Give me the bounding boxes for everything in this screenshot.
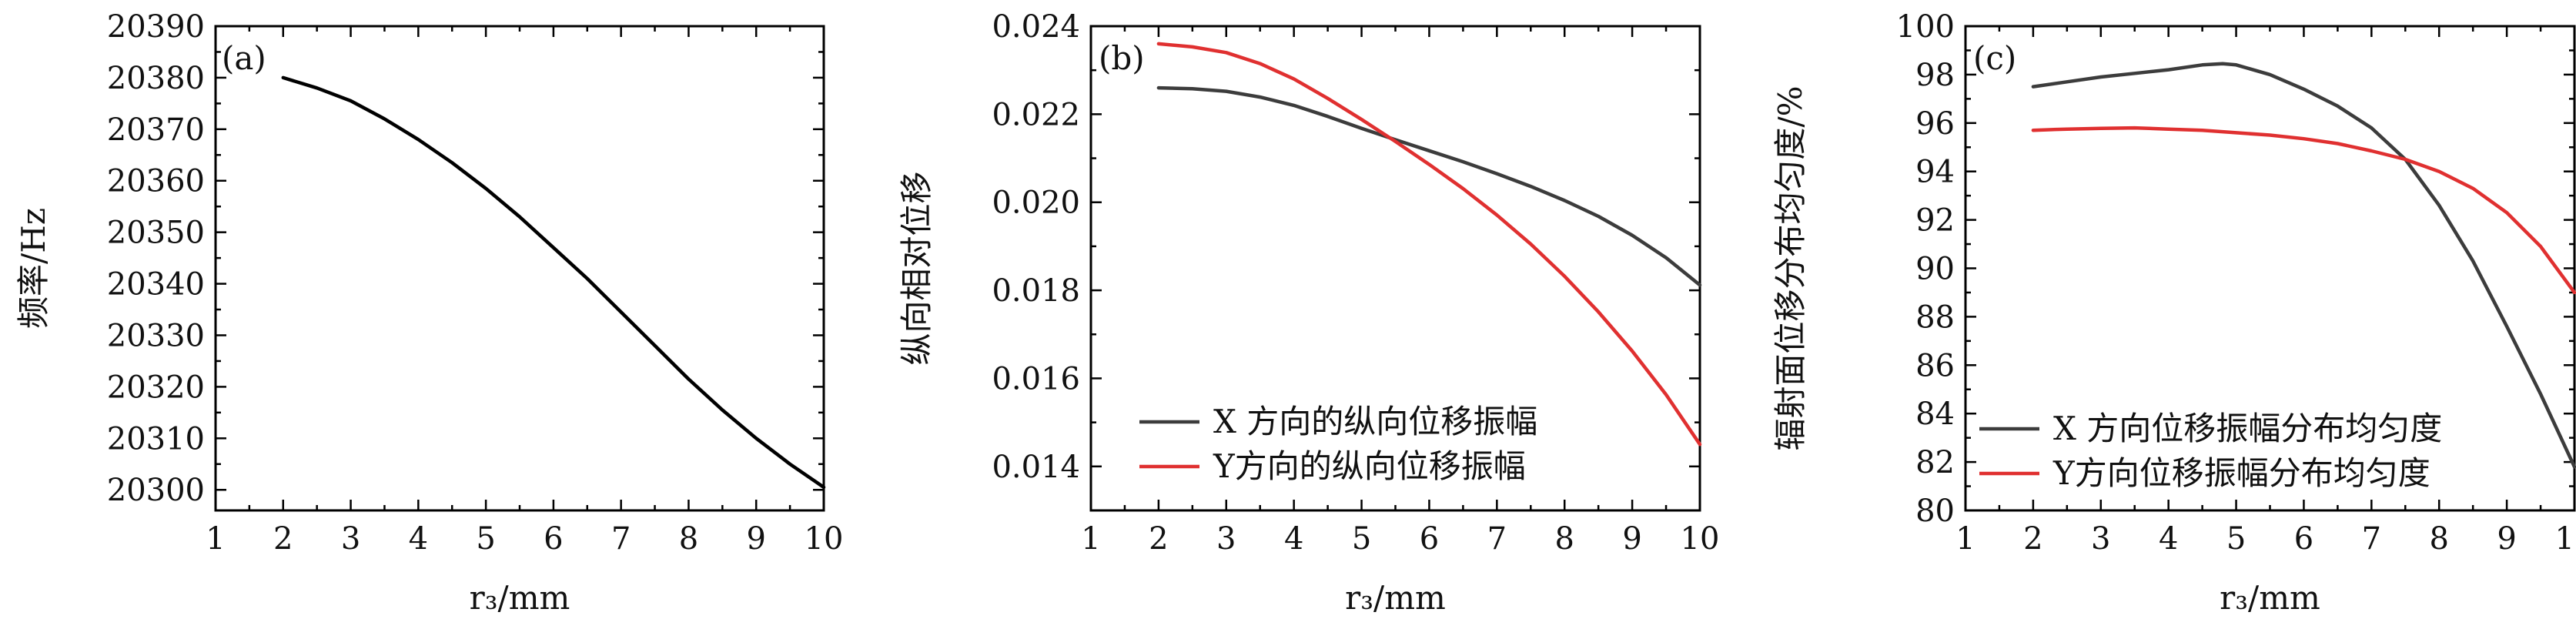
y-tick-label: 0.018 xyxy=(992,273,1080,309)
x-tick-label: 2 xyxy=(273,521,293,557)
y-tick-label: 20320 xyxy=(107,370,205,405)
x-tick-label: 8 xyxy=(1554,521,1574,557)
y-tick-label: 20340 xyxy=(107,267,205,303)
x-tick-label: 10 xyxy=(1681,521,1720,557)
x-tick-label: 8 xyxy=(2429,521,2448,557)
x-tick-label: 6 xyxy=(1420,521,1439,557)
x-tick-label: 1 xyxy=(206,521,225,557)
panel-label: (a) xyxy=(222,39,266,77)
x-tick-label: 2 xyxy=(1149,521,1168,557)
chart-panel-0: 1 2 3 4 5 6 7 8 9 10 20300 20310 20320 20330 20340 2035… xyxy=(15,9,843,617)
y-tick-label: 94 xyxy=(1915,155,1955,190)
x-tick-label: 3 xyxy=(1216,521,1236,557)
y-tick-label: 0.020 xyxy=(992,186,1080,221)
x-tick-label: 1 xyxy=(1955,521,1975,557)
y-axis-title: 纵向相对位移 xyxy=(898,171,935,365)
y-tick-label: 20390 xyxy=(107,9,205,45)
x-tick-label: 8 xyxy=(679,521,698,557)
chart-panel-1: 1 2 3 4 5 6 7 8 9 10 0.014 0.016 0.018 0.020 0.022 0.02… xyxy=(898,9,1719,617)
legend-label-1: Y方向位移振幅分布均匀度 xyxy=(2052,454,2430,492)
legend-label-1: Y方向的纵向位移振幅 xyxy=(1213,447,1526,485)
y-tick-label: 84 xyxy=(1915,396,1955,432)
x-tick-label: 5 xyxy=(476,521,495,557)
y-tick-label: 98 xyxy=(1915,58,1955,93)
x-tick-label: 2 xyxy=(2023,521,2042,557)
y-tick-label: 90 xyxy=(1915,252,1955,287)
legend: X 方向的纵向位移振幅 Y方向的纵向位移振幅 xyxy=(1139,403,1537,485)
y-tick-label: 86 xyxy=(1915,348,1955,383)
x-tick-label: 9 xyxy=(746,521,765,557)
x-tick-label: 3 xyxy=(341,521,360,557)
y-tick-label: 20300 xyxy=(107,473,205,508)
x-tick-label: 3 xyxy=(2091,521,2110,557)
x-tick-label: 4 xyxy=(409,521,428,557)
series-line-1 xyxy=(1156,42,1702,447)
y-tick-label: 100 xyxy=(1896,9,1955,45)
x-tick-label: 9 xyxy=(1622,521,1641,557)
y-tick-label: 0.016 xyxy=(992,361,1080,396)
y-tick-label: 20360 xyxy=(107,164,205,199)
series-line-0 xyxy=(281,75,826,490)
x-tick-label: 6 xyxy=(544,521,563,557)
legend-label-0: X 方向位移振幅分布均匀度 xyxy=(2053,410,2442,447)
chart-panel-2: 1 2 3 4 5 6 7 8 9 10 80 82 84 86 88 90 92 94 96 98 100 (c) r₃/… xyxy=(1771,9,2576,617)
y-tick-label: 0.022 xyxy=(992,97,1080,132)
x-tick-label: 10 xyxy=(2555,521,2576,557)
x-axis-title: r₃/mm xyxy=(1345,579,1446,617)
x-tick-label: 9 xyxy=(2497,521,2516,557)
plot-frame xyxy=(214,25,825,512)
x-tick-label: 7 xyxy=(1487,521,1507,557)
series-line-0 xyxy=(1156,85,1702,287)
y-tick-label: 20370 xyxy=(107,112,205,148)
x-tick-label: 5 xyxy=(2226,521,2246,557)
x-tick-label: 7 xyxy=(2362,521,2381,557)
x-axis-title: r₃/mm xyxy=(470,579,570,617)
x-tick-label: 7 xyxy=(611,521,631,557)
y-tick-label: 20330 xyxy=(107,318,205,353)
legend-label-0: X 方向的纵向位移振幅 xyxy=(1213,403,1537,440)
y-tick-label: 88 xyxy=(1915,299,1955,335)
y-tick-label: 20310 xyxy=(107,421,205,457)
y-axis-title: 辐射面位移分布均匀度/% xyxy=(1771,85,1809,450)
y-tick-label: 92 xyxy=(1915,203,1955,239)
series-line-1 xyxy=(2031,125,2576,295)
y-tick-label: 0.024 xyxy=(992,9,1080,45)
panel-label: (c) xyxy=(1973,39,2016,77)
x-tick-label: 5 xyxy=(1352,521,1371,557)
x-tick-label: 1 xyxy=(1081,521,1100,557)
legend: X 方向位移振幅分布均匀度 Y方向位移振幅分布均匀度 xyxy=(1979,410,2442,492)
series-line-0 xyxy=(2031,62,2576,469)
x-tick-label: 10 xyxy=(805,521,844,557)
x-tick-label: 4 xyxy=(2159,521,2178,557)
y-tick-label: 80 xyxy=(1915,493,1955,529)
x-axis-title: r₃/mm xyxy=(2220,579,2320,617)
x-tick-label: 4 xyxy=(1284,521,1303,557)
panel-label: (b) xyxy=(1099,39,1145,77)
y-tick-label: 0.014 xyxy=(992,450,1080,485)
y-axis-title: 频率/Hz xyxy=(15,208,52,329)
x-tick-label: 6 xyxy=(2294,521,2313,557)
y-tick-label: 82 xyxy=(1915,445,1955,480)
y-tick-label: 20380 xyxy=(107,61,205,96)
y-tick-label: 20350 xyxy=(107,216,205,251)
y-tick-label: 96 xyxy=(1915,106,1955,142)
